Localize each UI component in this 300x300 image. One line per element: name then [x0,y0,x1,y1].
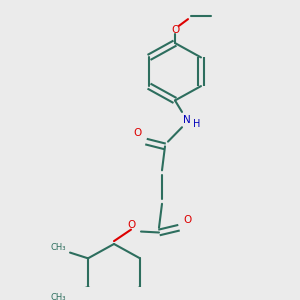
Text: N: N [183,115,191,124]
Text: O: O [128,220,136,230]
Text: O: O [184,215,192,225]
Text: O: O [171,25,179,35]
Text: CH₃: CH₃ [50,243,66,252]
Text: O: O [133,128,141,138]
Text: CH₃: CH₃ [50,293,66,300]
Text: H: H [193,119,201,129]
